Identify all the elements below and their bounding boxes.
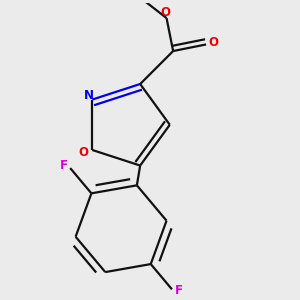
Text: O: O: [78, 146, 88, 159]
Text: O: O: [208, 36, 218, 49]
Text: F: F: [60, 159, 68, 172]
Text: F: F: [175, 284, 183, 298]
Text: O: O: [160, 6, 170, 19]
Text: N: N: [84, 89, 94, 102]
